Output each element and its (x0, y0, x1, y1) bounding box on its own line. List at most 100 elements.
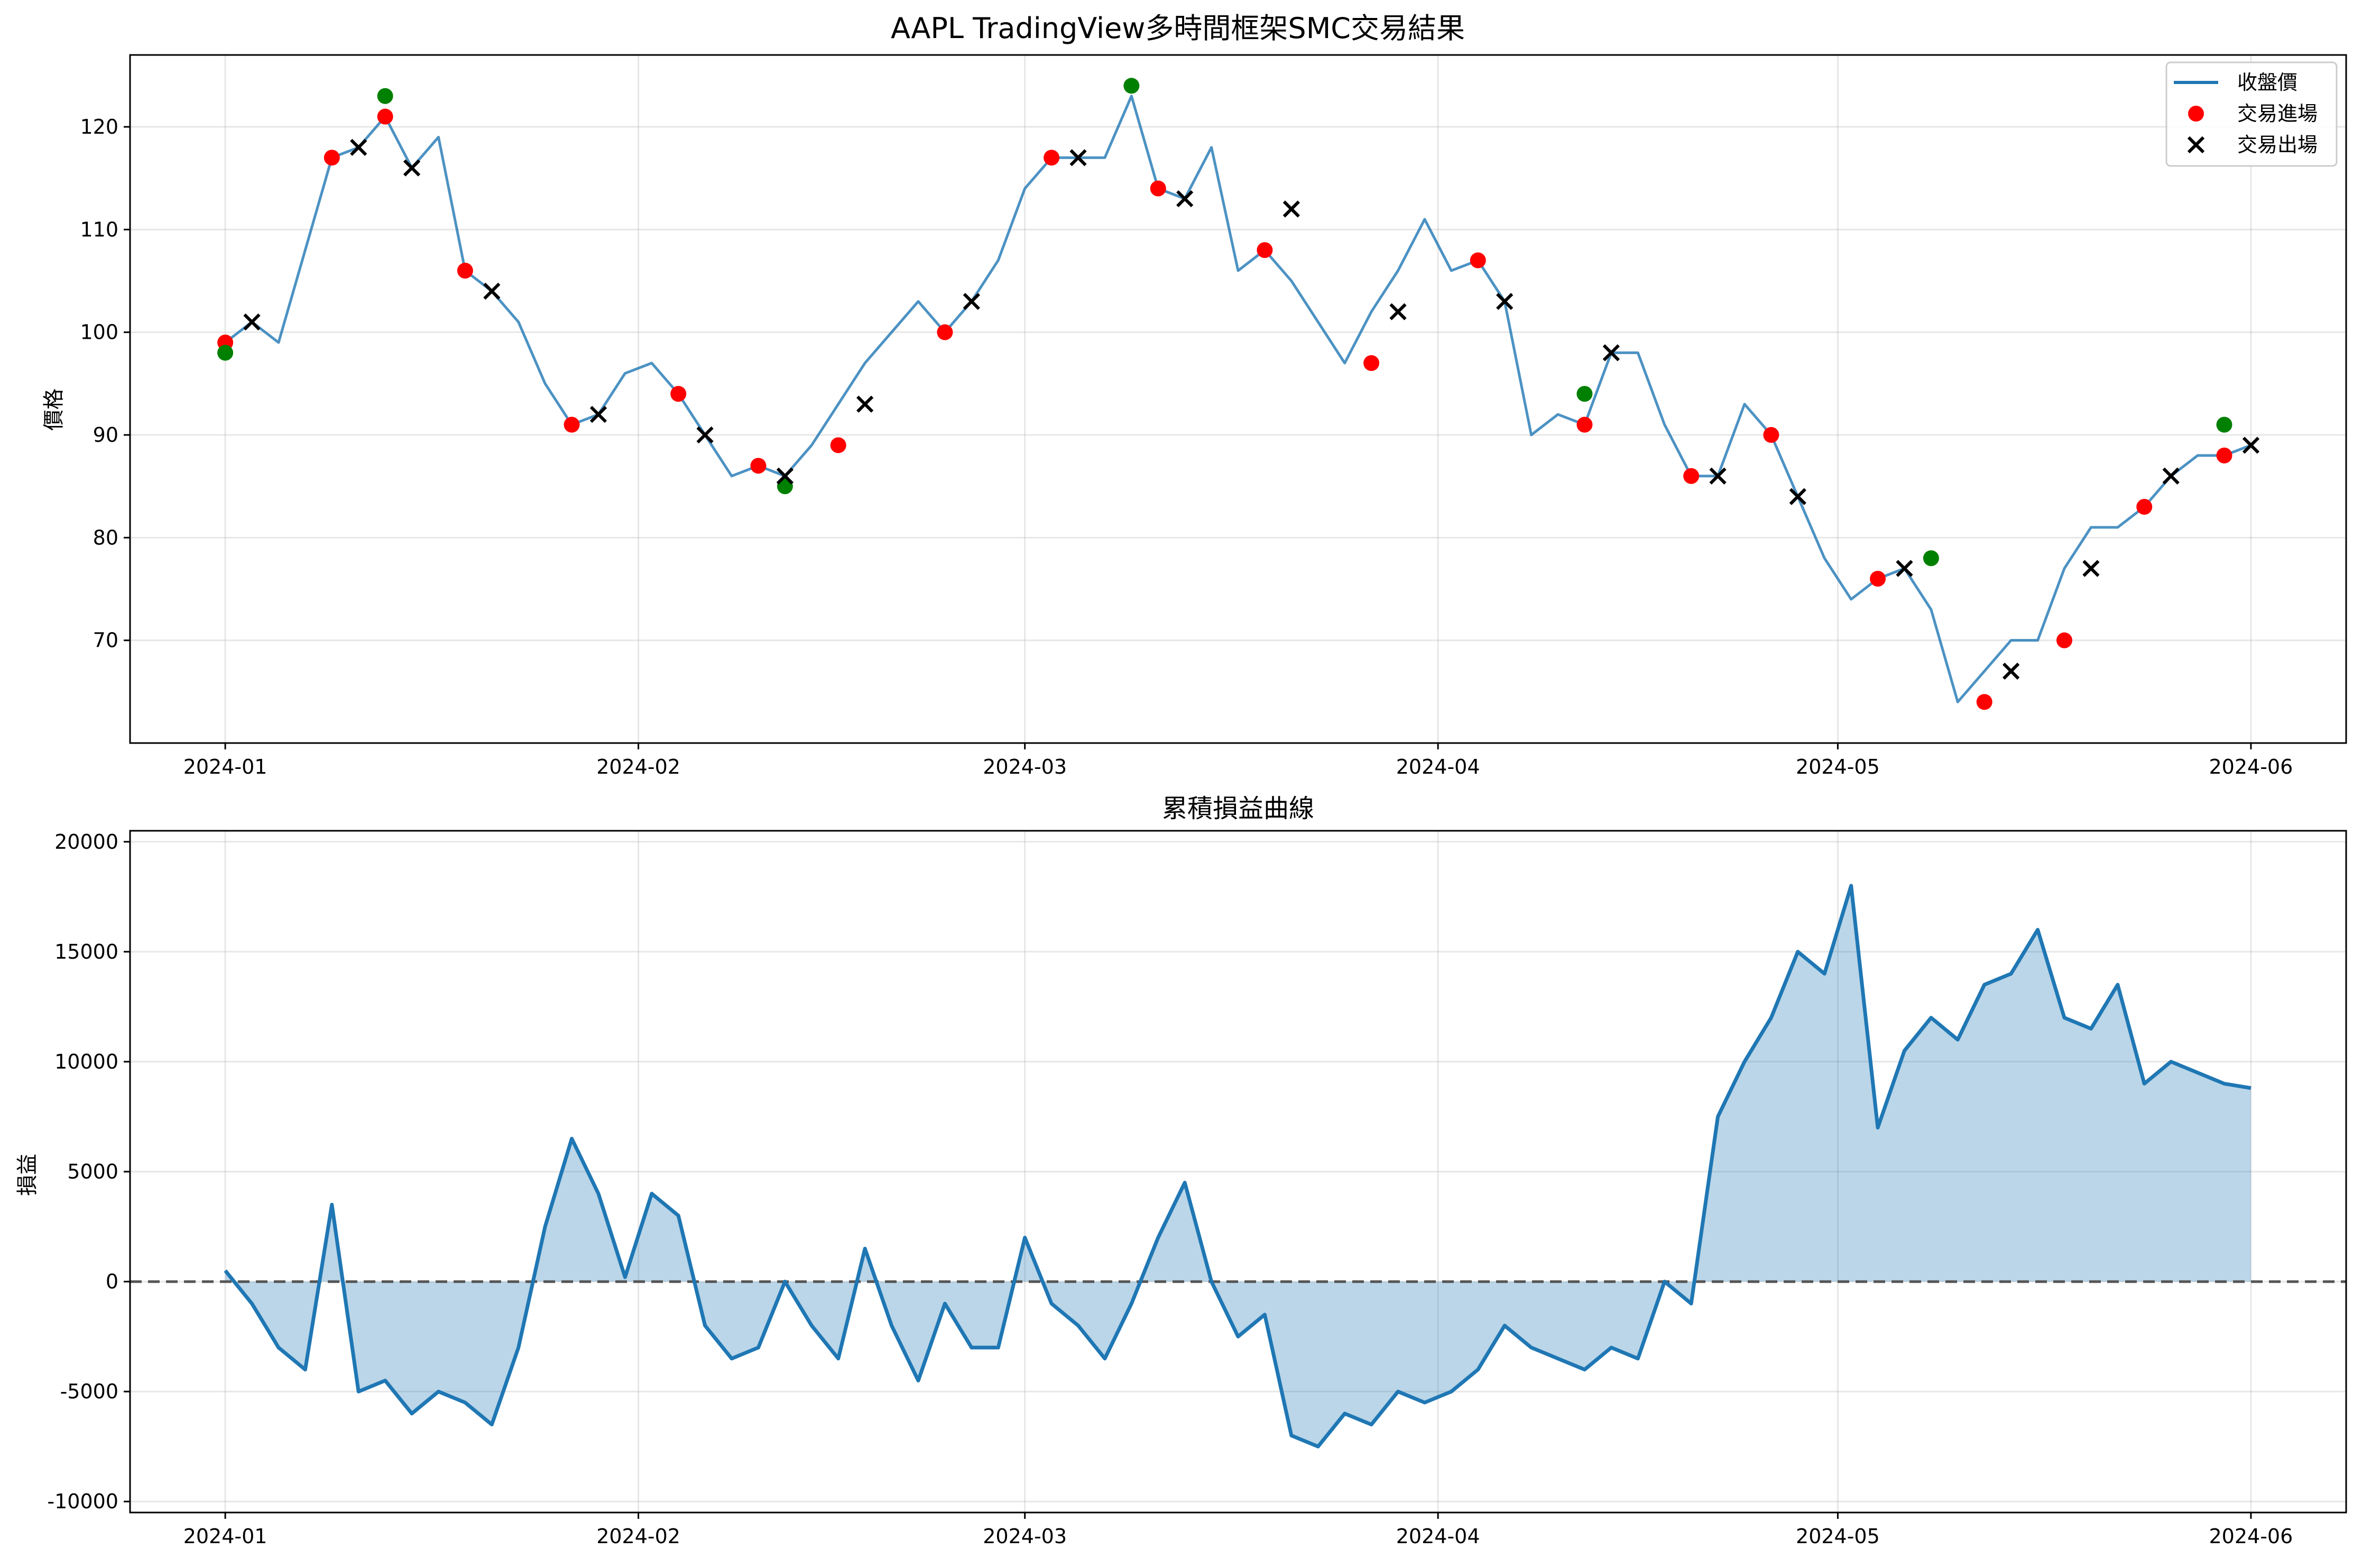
entry-point (2056, 632, 2072, 648)
exit-point (1283, 200, 1300, 218)
price-y-axis-label: 價格 (42, 388, 66, 431)
price-gridlines (130, 55, 2346, 743)
y-tick-label: -10000 (47, 1490, 118, 1513)
winning-entry-point (2216, 416, 2232, 433)
price-marks (217, 78, 2260, 710)
pnl-curve-line (224, 884, 2252, 1449)
pnl-area-fill (225, 886, 2251, 1447)
exit-point-stroke (2162, 467, 2180, 485)
exit-point-stroke (350, 138, 367, 156)
entry-point (1044, 150, 1060, 166)
legend-frame (2165, 61, 2338, 167)
entry-point (564, 416, 580, 433)
exit-point (589, 406, 607, 423)
x-tick-label: 2024-03 (983, 1525, 1067, 1548)
y-tick-label: 0 (106, 1270, 118, 1293)
exit-point (2242, 437, 2260, 454)
winning-entry-point (377, 88, 393, 104)
entry-point (1763, 427, 1779, 443)
exit-point-stroke (1496, 293, 1514, 310)
pnl-y-axis-label: 損益 (15, 1154, 40, 1196)
legend-exit-swatch (2187, 136, 2205, 154)
entry-point (377, 108, 393, 125)
exit-point-stroke (1709, 467, 1727, 485)
entry-point (324, 150, 340, 166)
y-tick-label: 5000 (67, 1160, 118, 1183)
winning-entry-point (1123, 78, 1140, 94)
pnl-panel: 累積損益曲線 損益 2024-01 2024-02 2024-03 2024-04 20… (15, 794, 2347, 1548)
entry-point (1576, 416, 1593, 433)
winning-entry-point (217, 345, 234, 361)
y-tick-label: 10000 (54, 1050, 118, 1073)
y-tick-label: 70 (93, 629, 118, 652)
exit-point-stroke (1896, 560, 1913, 577)
exit-point-stroke (2003, 662, 2020, 680)
exit-point-stroke (2242, 437, 2260, 454)
exit-point-stroke (243, 313, 261, 331)
exit-point (856, 395, 874, 413)
exit-point (350, 138, 367, 156)
exit-point (1496, 293, 1514, 310)
exit-point (1709, 467, 1727, 485)
close-price-line (224, 95, 2252, 703)
pnl-axes-frame (129, 830, 2347, 1514)
y-tick-label: -5000 (60, 1380, 118, 1403)
price-axis-ticks: 2024-01 2024-02 2024-03 2024-04 2024-05 2024-… (80, 115, 2293, 778)
x-tick-label: 2024-02 (596, 755, 680, 778)
entry-point (1683, 468, 1700, 484)
price-axes-frame (129, 54, 2347, 744)
x-tick-label: 2024-06 (2209, 755, 2293, 778)
pnl-gridlines (130, 831, 2346, 1513)
exit-point-stroke (589, 406, 607, 423)
exit-point (1176, 190, 1194, 208)
entry-point (830, 437, 846, 453)
price-panel: AAPL TradingView多時間框架SMC交易結果 價格 2024-01 2… (42, 12, 2347, 778)
entry-point (1363, 355, 1380, 371)
entry-point (457, 263, 473, 279)
legend-entry-label: 交易進場 (2237, 102, 2318, 125)
exit-point-stroke (963, 293, 980, 310)
exit-point (1896, 560, 1913, 577)
exit-point-stroke (1602, 344, 1620, 361)
exit-point-stroke (483, 282, 501, 300)
exit-point-stroke (1283, 200, 1300, 218)
exit-point (403, 159, 421, 177)
exit-point-stroke (2082, 560, 2100, 577)
y-tick-label: 120 (80, 115, 118, 138)
price-legend: 收盤價 交易進場 交易出場 (2165, 61, 2338, 167)
x-tick-label: 2024-05 (1796, 1525, 1880, 1548)
y-tick-label: 20000 (54, 830, 118, 853)
entry-point (2216, 447, 2232, 463)
exit-point (1069, 149, 1087, 166)
exit-point-stroke (696, 426, 714, 444)
y-tick-label: 100 (80, 321, 118, 344)
exit-point-stroke (1176, 190, 1194, 208)
exit-point (776, 467, 794, 485)
exit-point-stroke (1069, 149, 1087, 166)
entry-point (1257, 242, 1273, 258)
entry-point (2136, 499, 2153, 515)
entry-point (670, 386, 687, 402)
entry-point (1976, 694, 1992, 710)
x-tick-label: 2024-03 (983, 755, 1067, 778)
x-tick-label: 2024-05 (1796, 755, 1880, 778)
legend-close-label: 收盤價 (2237, 71, 2298, 94)
exit-point-stroke (403, 159, 421, 177)
exit-point (963, 293, 980, 310)
price-chart-title: AAPL TradingView多時間框架SMC交易結果 (891, 12, 1465, 45)
x-tick-label: 2024-01 (183, 755, 267, 778)
entry-point (750, 458, 767, 474)
exit-point (483, 282, 501, 300)
exit-point-stroke (1789, 488, 1806, 505)
exit-point (1602, 344, 1620, 361)
x-tick-label: 2024-04 (1396, 1525, 1480, 1548)
legend-entry-swatch (2188, 106, 2204, 122)
pnl-axis-ticks: 2024-01 2024-02 2024-03 2024-04 2024-05 2024-… (47, 830, 2293, 1548)
y-tick-label: 90 (93, 423, 118, 447)
exit-point-stroke (776, 467, 794, 485)
winning-entry-point (1576, 386, 1593, 402)
entry-point (1470, 252, 1486, 268)
exit-point (1389, 303, 1407, 320)
exit-point (2082, 560, 2100, 577)
